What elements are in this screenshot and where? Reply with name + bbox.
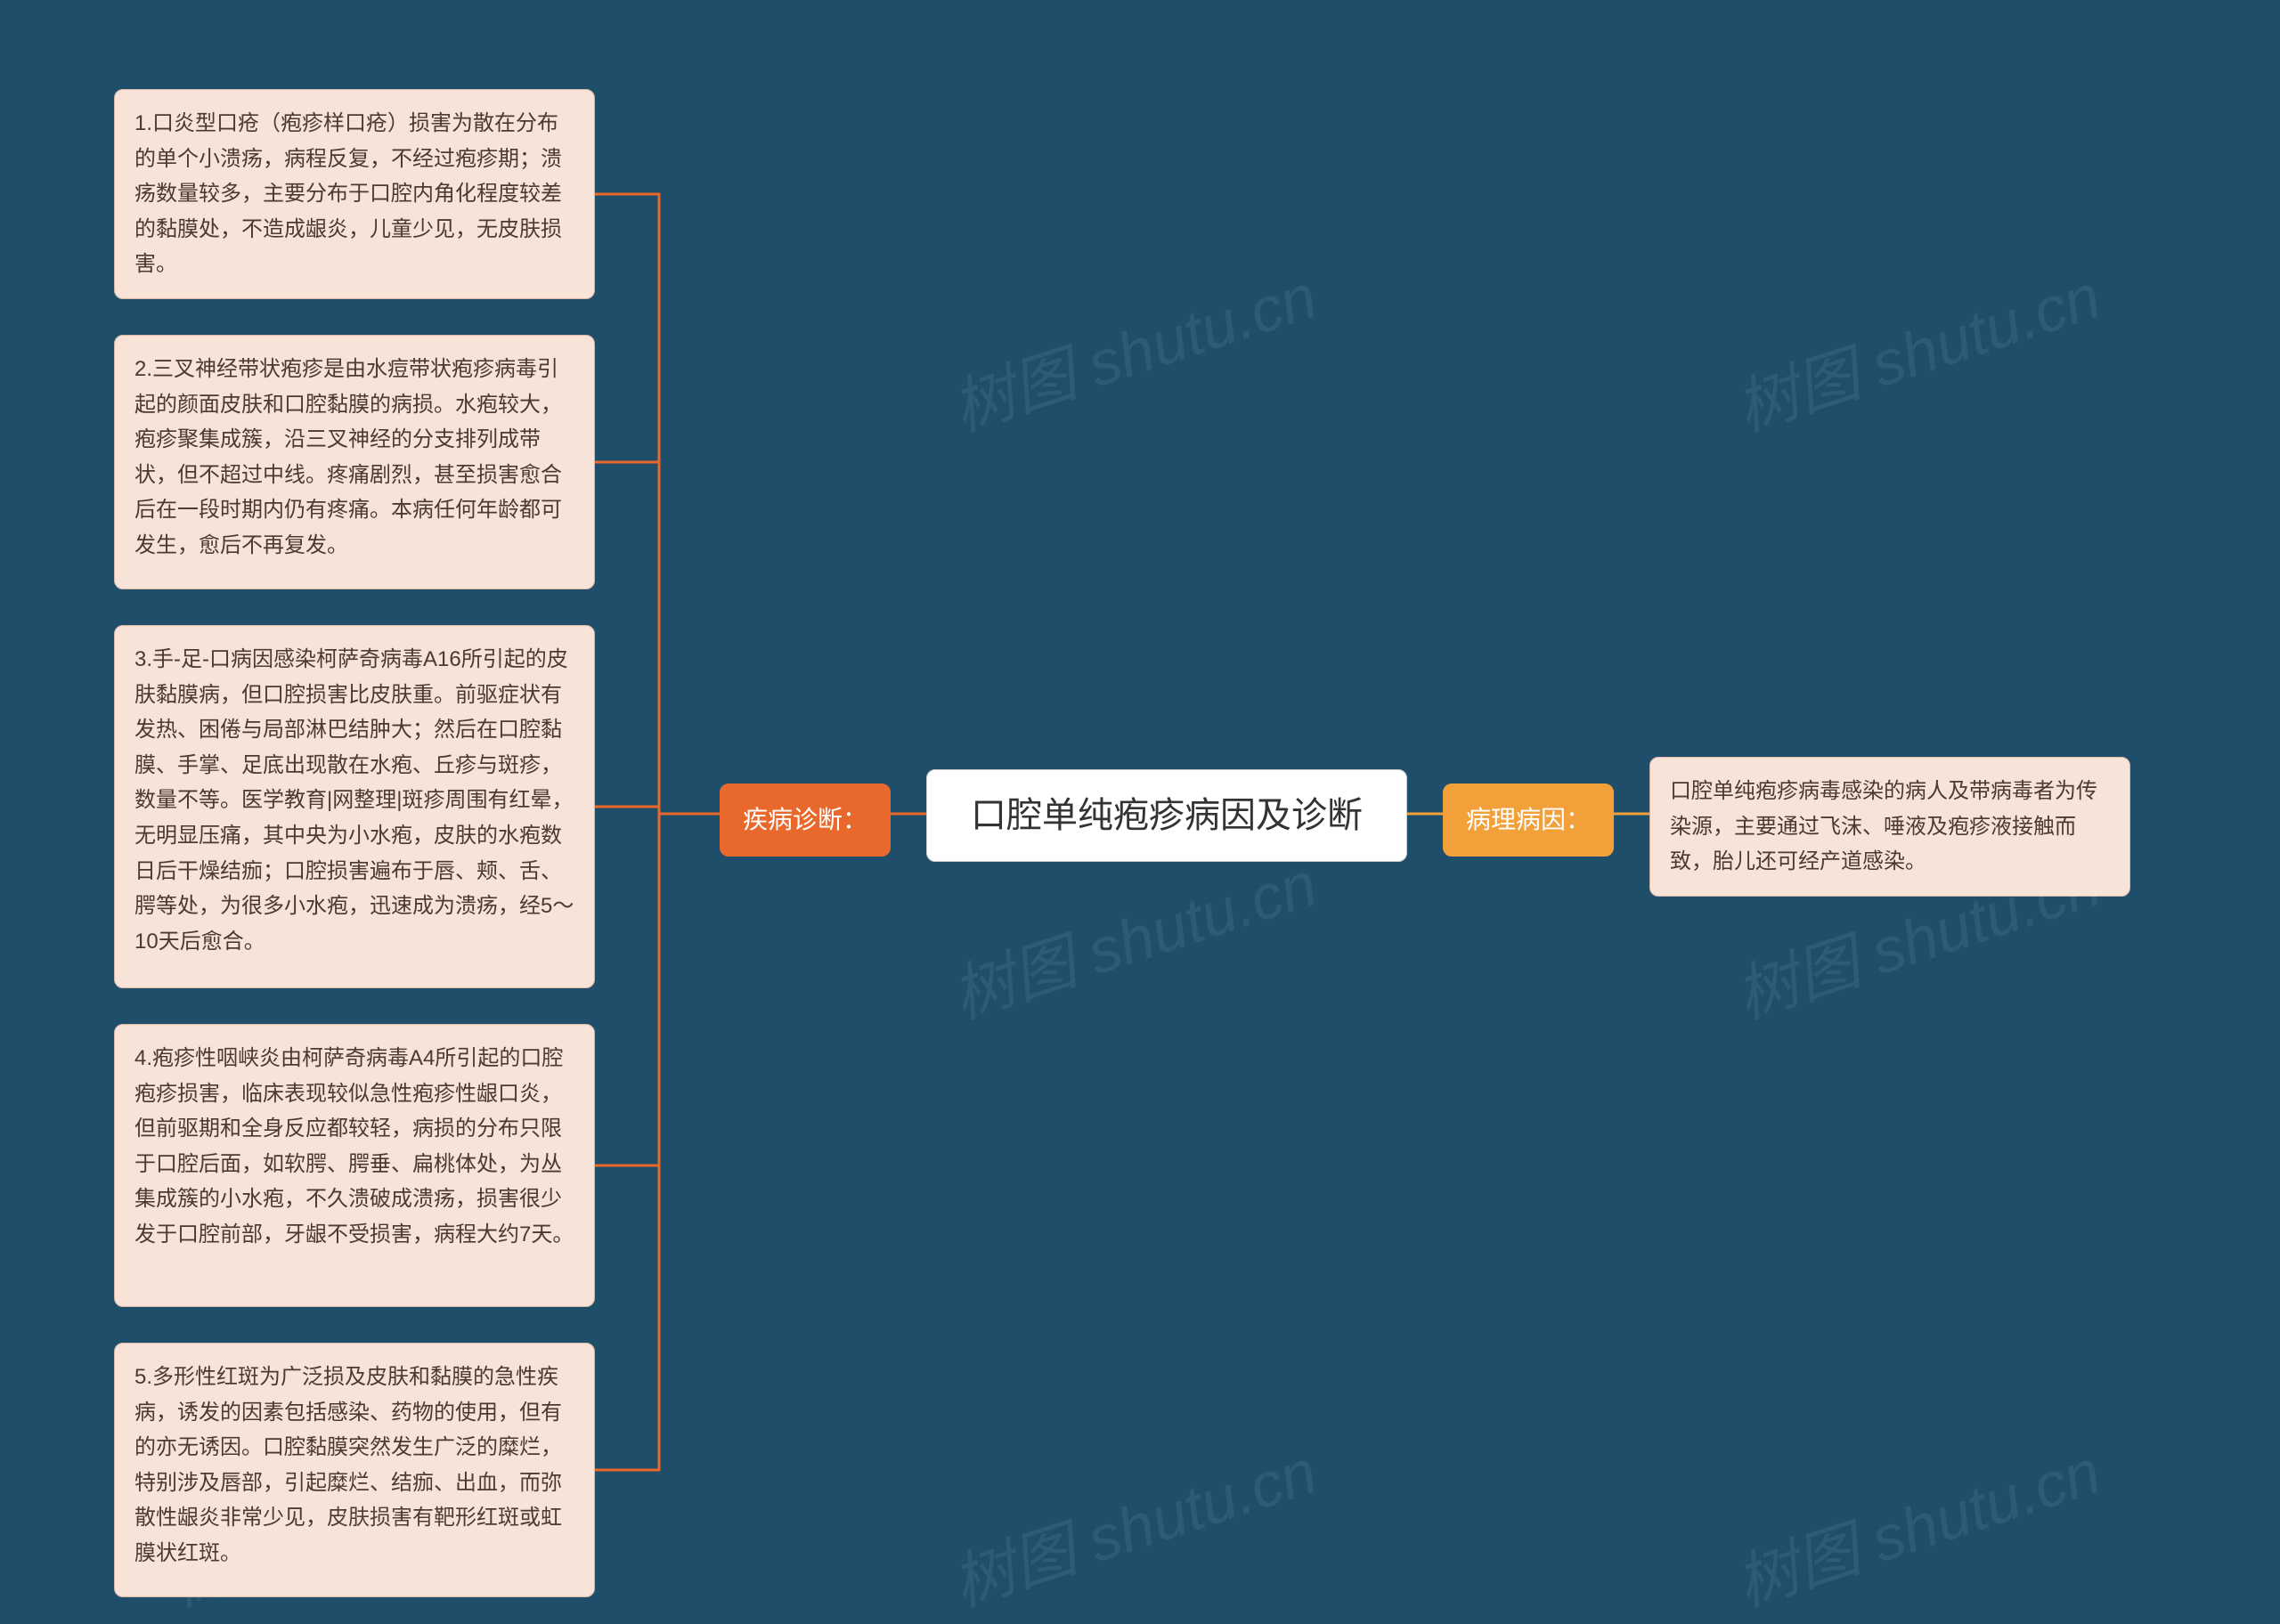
diagnosis-item-4-text: 4.疱疹性咽峡炎由柯萨奇病毒A4所引起的口腔疱疹损害，临床表现较似急性疱疹性龈口… [134, 1046, 574, 1246]
watermark: 树图 shutu.cn [940, 247, 1327, 449]
diagnosis-item-1-text: 1.口炎型口疮（疱疹样口疮）损害为散在分布的单个小溃疡，病程反复，不经过疱疹期；… [134, 111, 562, 276]
diagnosis-item-3: 3.手-足-口病因感染柯萨奇病毒A16所引起的皮肤黏膜病，但口腔损害比皮肤重。前… [114, 625, 595, 988]
watermark: 树图 shutu.cn [1723, 247, 2111, 449]
diagnosis-item-2: 2.三叉神经带状疱疹是由水痘带状疱疹病毒引起的颜面皮肤和口腔黏膜的病损。水疱较大… [114, 335, 595, 589]
watermark: 树图 shutu.cn [940, 834, 1327, 1036]
etiology-item-1-text: 口腔单纯疱疹病毒感染的病人及带病毒者为传染源，主要通过飞沫、唾液及疱疹液接触而致… [1670, 779, 2097, 873]
diagnosis-item-3-text: 3.手-足-口病因感染柯萨奇病毒A16所引起的皮肤黏膜病，但口腔损害比皮肤重。前… [134, 647, 574, 954]
root-node: 口腔单纯疱疹病因及诊断 [926, 769, 1407, 862]
branch-etiology-label: 病理病因： [1466, 806, 1591, 833]
branch-diagnosis: 疾病诊断： [720, 784, 891, 857]
diagnosis-item-2-text: 2.三叉神经带状疱疹是由水痘带状疱疹病毒引起的颜面皮肤和口腔黏膜的病损。水疱较大… [134, 357, 562, 557]
diagnosis-item-1: 1.口炎型口疮（疱疹样口疮）损害为散在分布的单个小溃疡，病程反复，不经过疱疹期；… [114, 89, 595, 299]
etiology-item-1: 口腔单纯疱疹病毒感染的病人及带病毒者为传染源，主要通过飞沫、唾液及疱疹液接触而致… [1649, 757, 2130, 897]
branch-etiology: 病理病因： [1443, 784, 1614, 857]
root-label: 口腔单纯疱疹病因及诊断 [971, 796, 1363, 835]
diagnosis-item-5-text: 5.多形性红斑为广泛损及皮肤和黏膜的急性疾病，诱发的因素包括感染、药物的使用，但… [134, 1365, 562, 1565]
watermark: 树图 shutu.cn [1723, 1422, 2111, 1624]
watermark: 树图 shutu.cn [940, 1422, 1327, 1624]
diagnosis-item-5: 5.多形性红斑为广泛损及皮肤和黏膜的急性疾病，诱发的因素包括感染、药物的使用，但… [114, 1343, 595, 1597]
mindmap-canvas: 1.口炎型口疮（疱疹样口疮）损害为散在分布的单个小溃疡，病程反复，不经过疱疹期；… [0, 0, 2280, 1566]
diagnosis-item-4: 4.疱疹性咽峡炎由柯萨奇病毒A4所引起的口腔疱疹损害，临床表现较似急性疱疹性龈口… [114, 1024, 595, 1307]
branch-diagnosis-label: 疾病诊断： [743, 806, 867, 833]
